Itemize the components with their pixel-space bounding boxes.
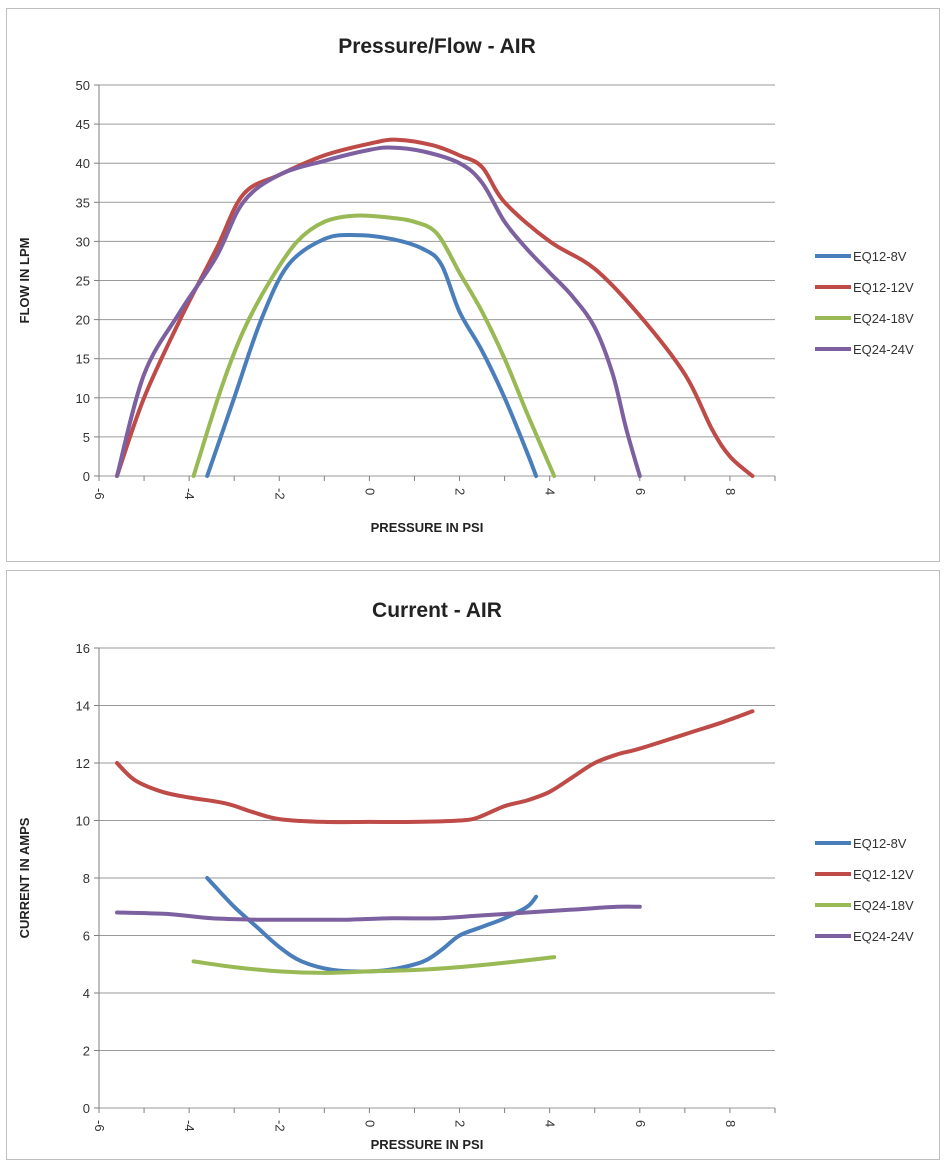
pressure-flow-chart-panel: Pressure/Flow - AIR 0 5 10 15 20 25 30 35 40 45 50-…: [6, 8, 940, 562]
chart-title: Pressure/Flow - AIR: [338, 35, 536, 58]
series-line-eq12-12v: [115, 709, 755, 825]
x-tick-label: -6: [92, 488, 107, 500]
y-tick-label: 12: [76, 756, 90, 771]
x-tick-label: -4: [182, 488, 197, 500]
legend-label: EQ24-18V: [853, 311, 914, 326]
x-tick-label: -6: [92, 1120, 107, 1132]
x-tick-label: 4: [543, 1120, 558, 1127]
series-line-eq24-24v: [115, 145, 642, 478]
y-tick-label: 15: [76, 352, 90, 367]
pressure-flow-chart: Pressure/Flow - AIR05101520253035404550-…: [17, 35, 914, 535]
legend-label: EQ24-24V: [853, 342, 914, 357]
series-line-eq24-18v: [191, 955, 557, 975]
y-tick-label: 30: [76, 234, 90, 249]
legend-label: EQ12-8V: [853, 836, 907, 851]
y-tick-label: 8: [83, 871, 90, 886]
y-axis-title: CURRENT IN AMPS: [17, 817, 32, 938]
series-line-eq12-8v: [205, 876, 539, 974]
legend-label: EQ12-8V: [853, 249, 907, 264]
y-tick-label: 25: [76, 274, 90, 289]
x-axis-title: PRESSURE IN PSI: [371, 520, 484, 535]
y-tick-label: 2: [83, 1044, 90, 1059]
y-tick-label: 0: [83, 1101, 90, 1116]
x-tick-label: 8: [723, 488, 738, 495]
y-tick-label: 50: [76, 78, 90, 93]
y-tick-label: 5: [83, 430, 90, 445]
x-tick-label: -2: [272, 488, 287, 500]
x-tick-label: 6: [633, 488, 648, 495]
y-tick-label: 40: [76, 156, 90, 171]
y-tick-label: 4: [83, 986, 90, 1001]
y-tick-label: 14: [76, 699, 90, 714]
series-line-eq24-18v: [191, 213, 557, 478]
series-line-eq12-12v: [115, 137, 755, 478]
x-tick-label: 2: [453, 1120, 468, 1127]
current-chart-panel: Current - AIR 0 2 4 6 8 10 12 14 16 -6 -4 -2 0 2 4 6 8 PRE…: [6, 570, 940, 1160]
legend-label: EQ12-12V: [853, 867, 914, 882]
x-tick-label: 0: [362, 488, 377, 495]
x-tick-label: -2: [272, 1120, 287, 1132]
legend-label: EQ24-24V: [853, 929, 914, 944]
y-tick-label: 45: [76, 117, 90, 132]
y-tick-label: 6: [83, 929, 90, 944]
series-line-eq24-24v: [115, 904, 642, 922]
x-tick-label: 0: [362, 1120, 377, 1127]
legend-label: EQ12-12V: [853, 280, 914, 295]
legend-label: EQ24-18V: [853, 898, 914, 913]
y-tick-label: 35: [76, 195, 90, 210]
y-tick-label: 0: [83, 469, 90, 484]
y-axis-title: FLOW IN LPM: [17, 238, 32, 324]
x-tick-label: -4: [182, 1120, 197, 1132]
series-line-eq12-8v: [205, 233, 539, 478]
y-tick-label: 10: [76, 391, 90, 406]
y-tick-label: 16: [76, 641, 90, 656]
current-chart: Current - AIR 0 2 4 6 8 10 12 14 16 -6 -4 -2 0 2 4 6 8 PRE…: [17, 599, 914, 1152]
x-tick-label: 8: [723, 1120, 738, 1127]
y-tick-label: 20: [76, 313, 90, 328]
x-tick-label: 4: [543, 488, 558, 495]
x-tick-label: 2: [453, 488, 468, 495]
y-tick-label: 10: [76, 814, 90, 829]
x-axis-title: PRESSURE IN PSI: [371, 1137, 484, 1152]
x-tick-label: 6: [633, 1120, 648, 1127]
chart-title: Current - AIR: [372, 599, 502, 622]
